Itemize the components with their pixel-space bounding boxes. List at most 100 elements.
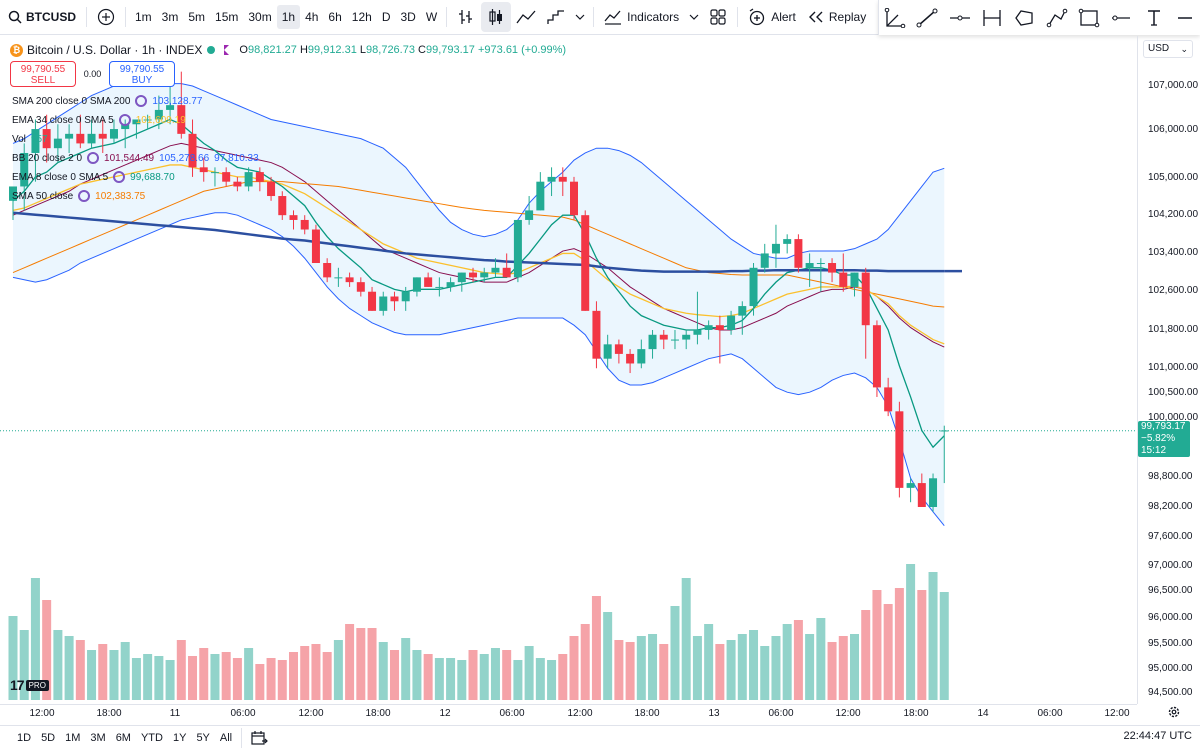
range-YTD[interactable]: YTD — [140, 731, 163, 744]
candle[interactable] — [188, 133, 197, 168]
candle[interactable] — [121, 124, 130, 130]
interval-15m[interactable]: 15m — [215, 10, 239, 24]
rotated-rectangle-icon[interactable] — [1013, 8, 1035, 28]
candle[interactable] — [379, 296, 388, 311]
volume-bar[interactable] — [30, 578, 40, 700]
interval-W[interactable]: W — [425, 10, 438, 24]
candle[interactable] — [412, 277, 421, 292]
volume-bar[interactable] — [401, 638, 411, 700]
candle[interactable] — [20, 152, 29, 187]
candle[interactable] — [513, 219, 522, 278]
candle[interactable] — [435, 286, 444, 288]
time-axis[interactable] — [0, 704, 1137, 724]
candle[interactable] — [872, 325, 881, 388]
volume-bar[interactable] — [446, 658, 456, 700]
candle[interactable] — [906, 483, 915, 488]
candle[interactable] — [222, 172, 231, 182]
volume-bar[interactable] — [906, 564, 916, 700]
candle[interactable] — [670, 339, 679, 341]
candle[interactable] — [749, 267, 758, 307]
volume-bar[interactable] — [939, 592, 949, 700]
candle[interactable] — [738, 306, 747, 316]
volume-bar[interactable] — [580, 624, 590, 700]
candle[interactable] — [368, 291, 377, 311]
indicator-settings-icon[interactable] — [118, 114, 131, 126]
candle[interactable] — [166, 105, 175, 110]
candle[interactable] — [637, 349, 646, 364]
candle[interactable] — [592, 310, 601, 359]
volume-bar[interactable] — [244, 648, 254, 700]
candle[interactable] — [839, 272, 848, 287]
candle[interactable] — [469, 272, 478, 278]
range-3M[interactable]: 3M — [90, 731, 106, 744]
interval-5m[interactable]: 5m — [188, 10, 206, 24]
volume-bar[interactable] — [19, 630, 29, 700]
candle[interactable] — [424, 277, 433, 287]
indicator-settings-icon[interactable] — [78, 190, 91, 202]
candle[interactable] — [917, 483, 926, 507]
range-5Y[interactable]: 5Y — [196, 731, 210, 744]
indicators-button[interactable]: Indicators — [598, 0, 685, 35]
candle[interactable] — [929, 478, 938, 507]
candle[interactable] — [940, 430, 949, 432]
range-1Y[interactable]: 1Y — [172, 731, 187, 744]
indicator-row[interactable]: EMA 8 close 0 SMA 5 99,688.70 — [12, 169, 175, 185]
price-chart[interactable] — [0, 36, 1137, 704]
volume-bar[interactable] — [894, 588, 904, 700]
market-status-dot-icon[interactable] — [207, 46, 216, 54]
candle[interactable] — [42, 129, 51, 149]
volume-bar[interactable] — [805, 634, 815, 700]
candle[interactable] — [659, 334, 668, 340]
volume-bar[interactable] — [928, 572, 938, 700]
candle[interactable] — [278, 196, 287, 216]
sma200-line[interactable] — [12, 211, 945, 273]
candle[interactable] — [76, 133, 85, 144]
candle[interactable] — [536, 181, 545, 211]
candle[interactable] — [457, 272, 466, 283]
volume-bar[interactable] — [131, 658, 141, 700]
interval-30m[interactable]: 30m — [248, 10, 272, 24]
chart-type-dropdown[interactable] — [571, 2, 589, 32]
candle[interactable] — [289, 215, 298, 220]
calendar-icon[interactable] — [250, 730, 268, 746]
symbol-search-button[interactable]: BTCUSD — [0, 0, 82, 35]
trend-line-icon[interactable] — [916, 8, 938, 28]
candle[interactable] — [648, 334, 657, 350]
candle[interactable] — [525, 210, 534, 220]
candle[interactable] — [828, 263, 837, 273]
interval-6h[interactable]: 6h — [328, 10, 342, 24]
volume-bar[interactable] — [793, 620, 803, 700]
candle[interactable] — [850, 272, 859, 287]
volume-bar[interactable] — [591, 596, 601, 700]
candle[interactable] — [794, 239, 803, 268]
volume-bar[interactable] — [838, 636, 848, 700]
volume-bar[interactable] — [490, 648, 500, 700]
candle[interactable] — [210, 172, 219, 174]
candle[interactable] — [491, 267, 500, 273]
candle[interactable] — [53, 138, 62, 149]
volume-bar[interactable] — [692, 636, 702, 700]
candle[interactable] — [233, 181, 242, 187]
candle[interactable] — [199, 167, 208, 173]
volume-bar[interactable] — [412, 650, 422, 700]
volume-bar[interactable] — [64, 636, 74, 700]
candle[interactable] — [323, 263, 332, 278]
candle[interactable] — [816, 263, 825, 265]
candle[interactable] — [614, 344, 623, 354]
volume-bar[interactable] — [569, 636, 579, 700]
volume-bar[interactable] — [109, 650, 119, 700]
text-tool-icon[interactable] — [1143, 8, 1165, 28]
indicator-row[interactable]: Vol 957 — [12, 131, 48, 147]
volume-bar[interactable] — [165, 660, 175, 700]
candle[interactable] — [109, 129, 118, 139]
indicator-row[interactable]: EMA 34 close 0 SMA 5 101,609.19 — [12, 112, 186, 128]
volume-bar[interactable] — [614, 640, 624, 700]
sell-button[interactable]: 99,790.55 SELL — [10, 61, 76, 87]
candle[interactable] — [771, 243, 780, 254]
range-1D[interactable]: 1D — [17, 731, 32, 744]
volume-bar[interactable] — [850, 634, 859, 700]
candle[interactable] — [884, 387, 893, 412]
tradingview-logo[interactable]: 17 PRO — [10, 677, 49, 693]
candle[interactable] — [603, 344, 612, 359]
candle[interactable] — [805, 263, 814, 268]
